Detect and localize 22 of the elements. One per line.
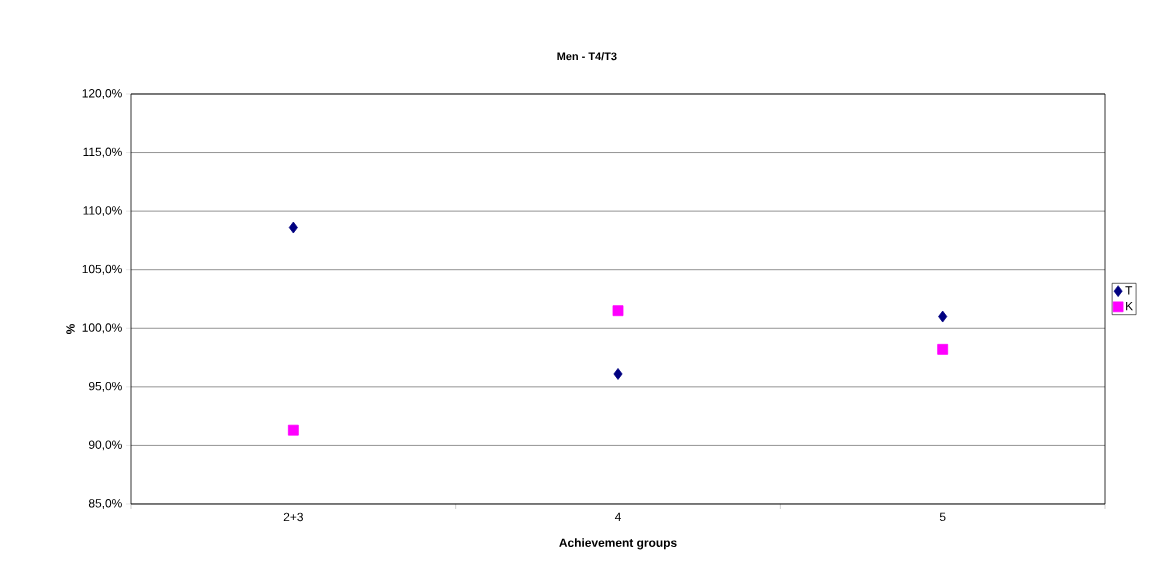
chart-title: Men - T4/T3 (557, 52, 617, 61)
y-tick-label: 105,0% (82, 264, 122, 275)
point (287, 424, 299, 436)
y-tick-label: 95,0% (88, 381, 122, 392)
y-tick-label: 90,0% (88, 440, 122, 451)
point (938, 310, 948, 323)
x-tick-label: 5 (939, 512, 946, 522)
x-tick-label: 4 (614, 512, 621, 521)
legend-label: T (1125, 286, 1133, 295)
y-tick-label: 100,0% (82, 323, 122, 334)
y-tick-label: 115,0% (83, 147, 122, 158)
point (937, 343, 949, 355)
point (613, 368, 623, 380)
y-tick-label: 85,0% (88, 499, 122, 509)
point (612, 305, 624, 317)
x-tick-label: 2+3 (283, 512, 303, 522)
y-tick-label: 120,0% (82, 89, 122, 99)
legend-label: K (1126, 301, 1133, 311)
point (288, 221, 298, 234)
y-axis-title: % (66, 323, 75, 334)
x-axis-title: Achievement groups (559, 538, 677, 550)
y-tick-label: 110,0% (83, 206, 122, 217)
